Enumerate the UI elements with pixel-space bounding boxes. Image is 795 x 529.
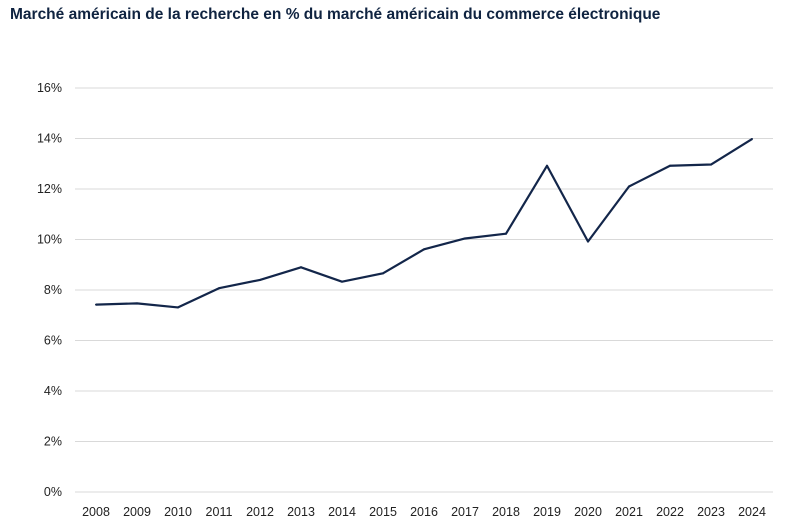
x-tick-label: 2017 <box>451 505 479 519</box>
x-tick-label: 2012 <box>246 505 274 519</box>
data-point <box>710 163 712 166</box>
data-point <box>136 302 138 305</box>
x-tick-label: 2014 <box>328 505 356 519</box>
data-point <box>382 272 384 275</box>
data-point <box>177 306 179 309</box>
data-point <box>218 287 220 290</box>
x-tick-label: 2023 <box>697 505 725 519</box>
chart-title: Marché américain de la recherche en % du… <box>10 6 661 23</box>
y-tick-label: 2% <box>44 435 62 449</box>
data-point <box>464 237 466 240</box>
data-point <box>546 164 548 167</box>
y-tick-label: 4% <box>44 384 62 398</box>
y-tick-label: 16% <box>37 81 62 95</box>
data-point <box>628 185 630 188</box>
x-tick-label: 2008 <box>82 505 110 519</box>
data-point <box>669 164 671 167</box>
y-tick-label: 0% <box>44 485 62 499</box>
data-point <box>505 232 507 235</box>
data-point <box>95 303 97 306</box>
data-point <box>423 248 425 251</box>
x-tick-label: 2013 <box>287 505 315 519</box>
data-point <box>259 278 261 281</box>
data-point <box>751 138 753 141</box>
x-tick-label: 2021 <box>615 505 643 519</box>
x-tick-label: 2009 <box>123 505 151 519</box>
y-tick-label: 6% <box>44 334 62 348</box>
series-line <box>95 138 753 309</box>
x-tick-label: 2018 <box>492 505 520 519</box>
x-tick-label: 2019 <box>533 505 561 519</box>
y-tick-label: 8% <box>44 283 62 297</box>
x-tick-label: 2011 <box>206 505 233 519</box>
x-tick-label: 2024 <box>738 505 766 519</box>
data-point <box>341 280 343 283</box>
x-tick-label: 2015 <box>369 505 397 519</box>
x-tick-label: 2020 <box>574 505 602 519</box>
x-tick-label: 2010 <box>164 505 192 519</box>
y-tick-label: 12% <box>37 182 62 196</box>
y-tick-label: 10% <box>37 233 62 247</box>
data-point <box>587 240 589 243</box>
data-point <box>300 266 302 269</box>
x-tick-label: 2016 <box>410 505 438 519</box>
x-tick-label: 2022 <box>656 505 684 519</box>
y-tick-label: 14% <box>37 132 62 146</box>
